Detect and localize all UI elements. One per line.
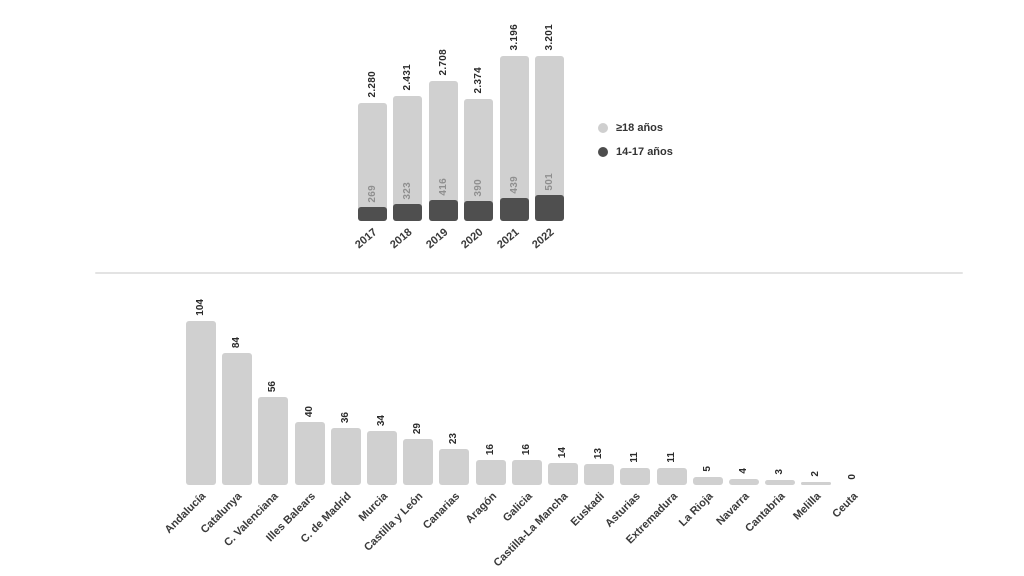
bar-c-valenciana: 56 C. Valenciana <box>222 381 288 549</box>
x-tick-label-2019: 2019 <box>424 226 451 252</box>
bar-illes-balears: 40 Illes Balears <box>264 406 325 544</box>
segment-14-17-2022 <box>535 195 564 221</box>
bar-la-rioja: 5 La Rioja <box>677 466 723 529</box>
bar-value-label: 40 <box>304 405 315 417</box>
segment-value-label: 416 <box>437 178 449 196</box>
stacked-bar-2021: 439 3.196 2021 <box>495 24 529 251</box>
segment-value-label: 323 <box>401 182 413 200</box>
bar-value-label: 29 <box>412 422 423 434</box>
bar-murcia: 34 Murcia <box>356 415 397 524</box>
x-tick-label-galicia: Galicia <box>500 490 535 525</box>
x-tick-label-2022: 2022 <box>530 226 557 252</box>
bar-catalunya: 84 Catalunya <box>199 337 252 536</box>
total-value-label: 2.431 <box>401 64 413 91</box>
bar-euskadi: 13 Euskadi <box>568 448 614 529</box>
bar-value-label: 84 <box>231 336 242 348</box>
bar-andalucia: 104 Andalucía <box>163 299 216 536</box>
legend-label-adults: ≥18 años <box>616 122 664 134</box>
legend-swatch-minors-icon <box>598 147 608 157</box>
bar-castilla-la-mancha: 14 Castilla-La Mancha <box>492 447 578 569</box>
legend: ≥18 años 14-17 años <box>598 122 673 170</box>
bar-value-label: 56 <box>267 380 278 392</box>
stacked-bar-2022: 501 3.201 2022 <box>530 24 564 251</box>
bar-navarra: 4 Navarra <box>714 468 759 528</box>
bar-value-label: 11 <box>666 452 677 463</box>
bar-value-label: 4 <box>738 468 749 474</box>
total-value-label: 3.201 <box>543 24 555 51</box>
bar-canarias: 23 Canarias <box>420 433 469 532</box>
x-tick-label-aragon: Aragón <box>463 490 499 527</box>
x-tick-label-melilla: Melilla <box>791 490 824 523</box>
bar-value-label: 36 <box>340 411 351 423</box>
segment-14-17-2017 <box>358 207 387 221</box>
section-divider <box>95 272 963 274</box>
stacked-bar-2017: 269 2.280 2017 <box>353 71 387 251</box>
bar-value-label: 14 <box>557 446 568 458</box>
bar-value-label: 5 <box>702 466 713 472</box>
bar-melilla: 2 Melilla <box>792 471 831 523</box>
bar-castilla-y-leon: 29 Castilla y León <box>362 423 433 554</box>
stacked-bar-2019: 416 2.708 2019 <box>424 49 458 251</box>
bar-cantabria: 3 Cantabria <box>743 469 795 535</box>
bar-value-label: 2 <box>810 471 821 477</box>
bar-value-label: 16 <box>521 443 532 455</box>
segment-14-17-2021 <box>500 198 529 221</box>
x-tick-label-castilla-la-mancha: Castilla-La Mancha <box>491 490 571 570</box>
x-tick-label-2018: 2018 <box>388 226 415 252</box>
legend-label-minors: 14-17 años <box>616 146 673 158</box>
segment-value-label: 501 <box>543 173 555 191</box>
bar-value-label: 0 <box>847 474 858 480</box>
segment-value-label: 390 <box>472 179 484 197</box>
x-tick-label-canarias: Canarias <box>420 490 462 532</box>
bar-value-label: 16 <box>485 443 496 455</box>
bar-value-label: 13 <box>593 447 604 459</box>
bar-extremadura: 11 Extremadura <box>624 452 687 546</box>
x-tick-label-ceuta: Ceuta <box>830 490 861 521</box>
total-value-label: 2.708 <box>437 49 449 76</box>
stacked-bar-2020: 390 2.374 2020 <box>459 67 493 251</box>
bar-c-de-madrid: 36 C. de Madrid <box>299 412 361 545</box>
x-tick-label-euskadi: Euskadi <box>568 490 607 529</box>
segment-value-label: 439 <box>508 176 520 194</box>
segment-value-label: 269 <box>366 185 378 203</box>
bar-galicia: 16 Galicia <box>501 444 542 524</box>
x-tick-label-murcia: Murcia <box>356 490 390 524</box>
x-tick-label-2017: 2017 <box>353 226 380 252</box>
bar-value-label: 11 <box>629 452 640 463</box>
bar-value-label: 104 <box>195 299 206 316</box>
x-tick-label-2021: 2021 <box>495 226 522 252</box>
total-value-label: 3.196 <box>508 24 520 51</box>
x-tick-label-2020: 2020 <box>459 226 486 252</box>
bar-value-label: 3 <box>774 469 785 475</box>
segment-14-17-2019 <box>429 200 458 221</box>
x-tick-label-la-rioja: La Rioja <box>677 490 716 530</box>
bar-aragon: 16 Aragón <box>463 444 506 526</box>
segment-14-17-2020 <box>464 201 493 221</box>
bar-value-label: 34 <box>376 414 387 426</box>
bar-value-label: 23 <box>448 432 459 444</box>
total-value-label: 2.374 <box>472 67 484 94</box>
total-value-label: 2.280 <box>366 71 378 98</box>
bar-asturias: 11 Asturias <box>603 452 650 530</box>
legend-swatch-adults-icon <box>598 123 608 133</box>
legend-item-adults: ≥18 años <box>598 122 673 134</box>
segment-14-17-2018 <box>393 204 422 221</box>
legend-item-minors: 14-17 años <box>598 146 673 158</box>
stacked-bar-2018: 323 2.431 2018 <box>388 64 422 251</box>
